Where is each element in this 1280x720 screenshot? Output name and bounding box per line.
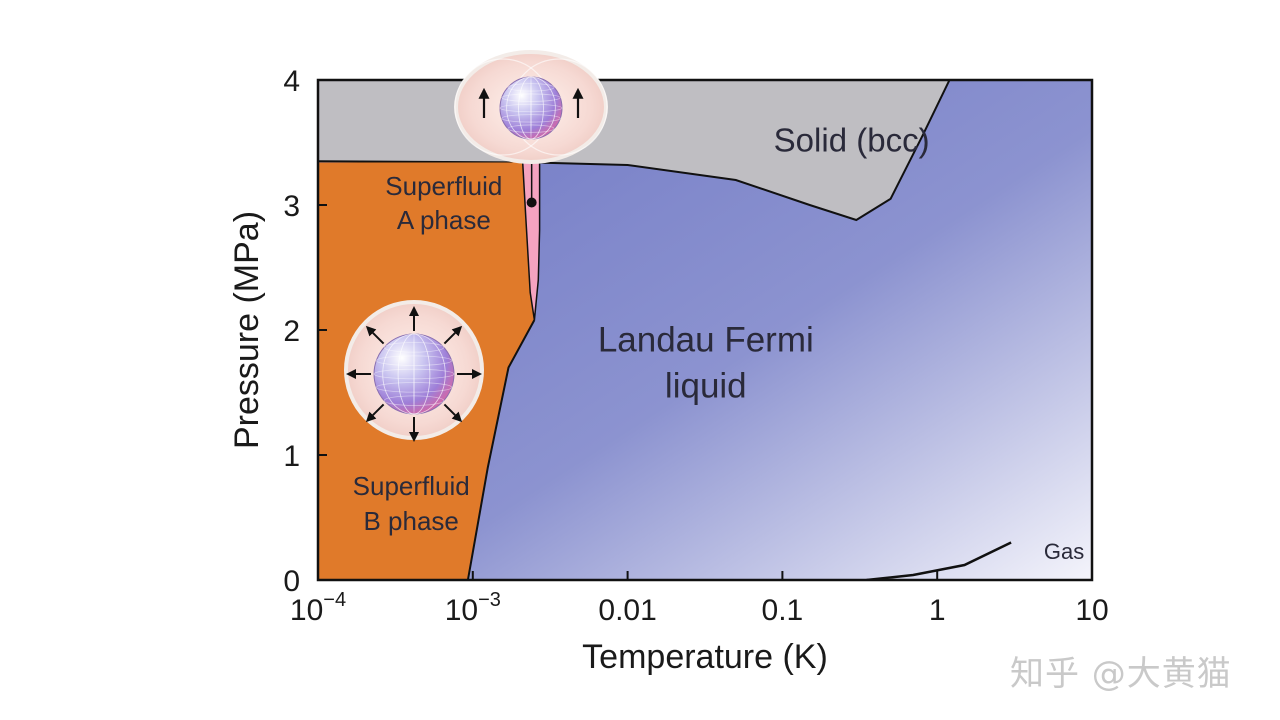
gas-boundary-line (866, 541, 1012, 580)
x-axis-title: Temperature (K) (582, 638, 828, 676)
fermi-sphere-icon (373, 333, 455, 415)
x-tick-label: 10 (1075, 594, 1108, 627)
a-phase-inset (454, 50, 608, 164)
x-tick-label: 0.01 (598, 594, 656, 627)
x-tick-label: 0.1 (762, 594, 804, 627)
watermark: 知乎 @大黄猫 (1010, 654, 1232, 694)
y-axis-title: Pressure (MPa) (228, 211, 266, 449)
y-tick-label: 2 (283, 315, 300, 348)
label-solid: Solid (bcc) (774, 121, 930, 158)
label-superfluid-a: Superfluid A phase (385, 171, 502, 235)
spin-arrow-icon (365, 325, 385, 345)
y-tick-label: 4 (283, 65, 300, 98)
x-tick-label: 10−3 (445, 589, 501, 627)
spin-arrow-icon (443, 325, 463, 345)
x-tick-label: 1 (929, 594, 946, 627)
label-landau-fermi-liquid: Landau Fermi liquid (598, 320, 814, 405)
label-gas: Gas (1044, 539, 1084, 564)
solid-boundary-line (318, 80, 951, 222)
y-tick-label: 1 (283, 440, 300, 473)
fermi-sphere-icon (499, 76, 563, 140)
y-tick-label: 0 (283, 565, 300, 598)
b-phase-boundary-line (466, 319, 536, 580)
y-tick-label: 3 (283, 190, 300, 223)
label-superfluid-b: Superfluid B phase (353, 471, 470, 536)
spin-arrow-icon (365, 403, 385, 423)
spin-arrow-icon (443, 403, 463, 423)
b-phase-inset (344, 300, 484, 442)
